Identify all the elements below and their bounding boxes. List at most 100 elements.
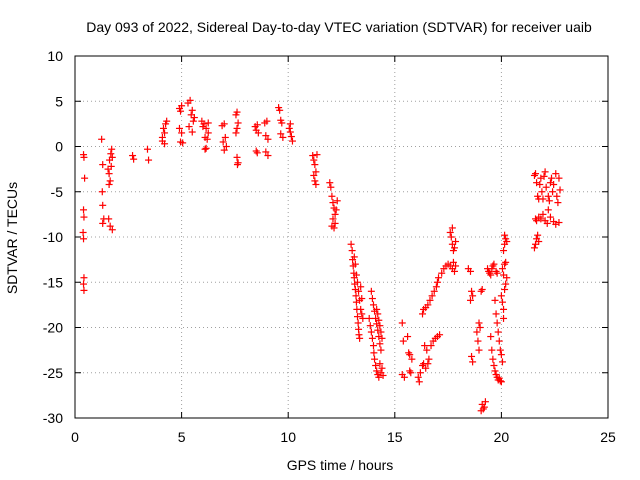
data-point <box>537 174 545 182</box>
data-point <box>188 128 196 136</box>
data-point <box>501 231 509 239</box>
data-point <box>548 174 556 182</box>
data-point <box>264 135 272 143</box>
data-point <box>468 352 476 360</box>
data-point <box>81 174 89 182</box>
data-point <box>106 177 114 185</box>
data-point <box>222 143 230 150</box>
data-point <box>80 280 88 288</box>
data-point <box>312 181 320 189</box>
data-point <box>232 129 240 137</box>
data-point <box>234 119 242 127</box>
data-point <box>313 151 321 159</box>
chart-title: Day 093 of 2022, Sidereal Day-to-day VTE… <box>86 19 592 35</box>
data-point <box>143 145 151 153</box>
data-point <box>481 398 489 406</box>
data-point <box>253 149 261 157</box>
data-point <box>556 186 564 194</box>
data-point <box>233 124 241 132</box>
data-point <box>366 322 374 330</box>
data-point <box>108 145 116 153</box>
data-point <box>276 106 284 114</box>
data-point <box>368 295 376 303</box>
data-point <box>326 179 334 187</box>
data-point <box>477 407 485 415</box>
data-point <box>466 296 474 304</box>
data-point <box>98 135 106 143</box>
data-point <box>540 172 548 180</box>
data-point <box>233 161 241 169</box>
data-point <box>262 132 270 140</box>
data-point <box>501 285 509 293</box>
data-point <box>503 238 511 246</box>
data-point <box>495 337 503 345</box>
data-point <box>178 102 186 110</box>
data-point <box>377 328 385 336</box>
data-point <box>372 362 380 370</box>
data-point <box>328 222 336 230</box>
data-point <box>541 168 549 176</box>
data-point <box>378 334 386 342</box>
data-point <box>355 287 363 295</box>
data-point <box>428 292 436 300</box>
data-point <box>80 274 88 282</box>
data-point <box>450 244 458 252</box>
data-point <box>423 346 431 354</box>
data-point <box>368 334 376 342</box>
data-point <box>544 206 552 214</box>
data-point <box>309 152 317 160</box>
data-point <box>415 378 423 386</box>
data-point <box>466 267 474 275</box>
data-point <box>545 197 553 205</box>
data-point <box>430 287 438 295</box>
data-point <box>352 298 360 306</box>
x-tick-label: 10 <box>280 429 296 445</box>
data-point <box>438 269 446 277</box>
data-point <box>502 280 510 288</box>
data-point <box>447 233 455 241</box>
data-point <box>108 153 116 161</box>
data-point <box>331 210 339 218</box>
data-point <box>375 373 383 381</box>
data-point <box>399 337 407 345</box>
y-tick-label: -30 <box>43 410 63 426</box>
data-point <box>220 146 228 154</box>
data-point <box>279 133 287 141</box>
data-point <box>475 319 483 327</box>
data-point <box>493 269 501 277</box>
data-point <box>414 373 422 381</box>
data-point <box>367 328 375 336</box>
data-point <box>487 271 495 279</box>
data-point <box>179 139 187 147</box>
data-point <box>178 129 186 137</box>
data-point <box>221 133 229 141</box>
data-point <box>177 107 185 115</box>
data-point <box>497 351 505 359</box>
data-point <box>555 174 563 182</box>
data-point <box>204 129 212 137</box>
data-point <box>377 369 385 377</box>
data-point <box>488 346 496 354</box>
data-point <box>329 199 337 207</box>
data-point <box>80 286 88 294</box>
data-point <box>254 129 262 137</box>
data-point <box>374 310 382 318</box>
data-point <box>310 156 318 164</box>
data-point <box>105 181 113 189</box>
data-point <box>537 215 545 223</box>
x-tick-label: 5 <box>178 429 186 445</box>
data-point <box>347 240 355 248</box>
data-point <box>357 305 365 313</box>
data-point <box>99 201 107 209</box>
data-point <box>186 96 194 104</box>
data-point <box>552 170 560 178</box>
data-point <box>278 119 286 127</box>
data-point <box>406 351 414 359</box>
data-point <box>419 310 427 318</box>
data-point <box>449 258 457 266</box>
data-point <box>407 369 415 377</box>
data-point <box>376 340 384 348</box>
data-point <box>539 210 547 218</box>
data-point <box>328 192 336 200</box>
data-point <box>497 292 505 300</box>
